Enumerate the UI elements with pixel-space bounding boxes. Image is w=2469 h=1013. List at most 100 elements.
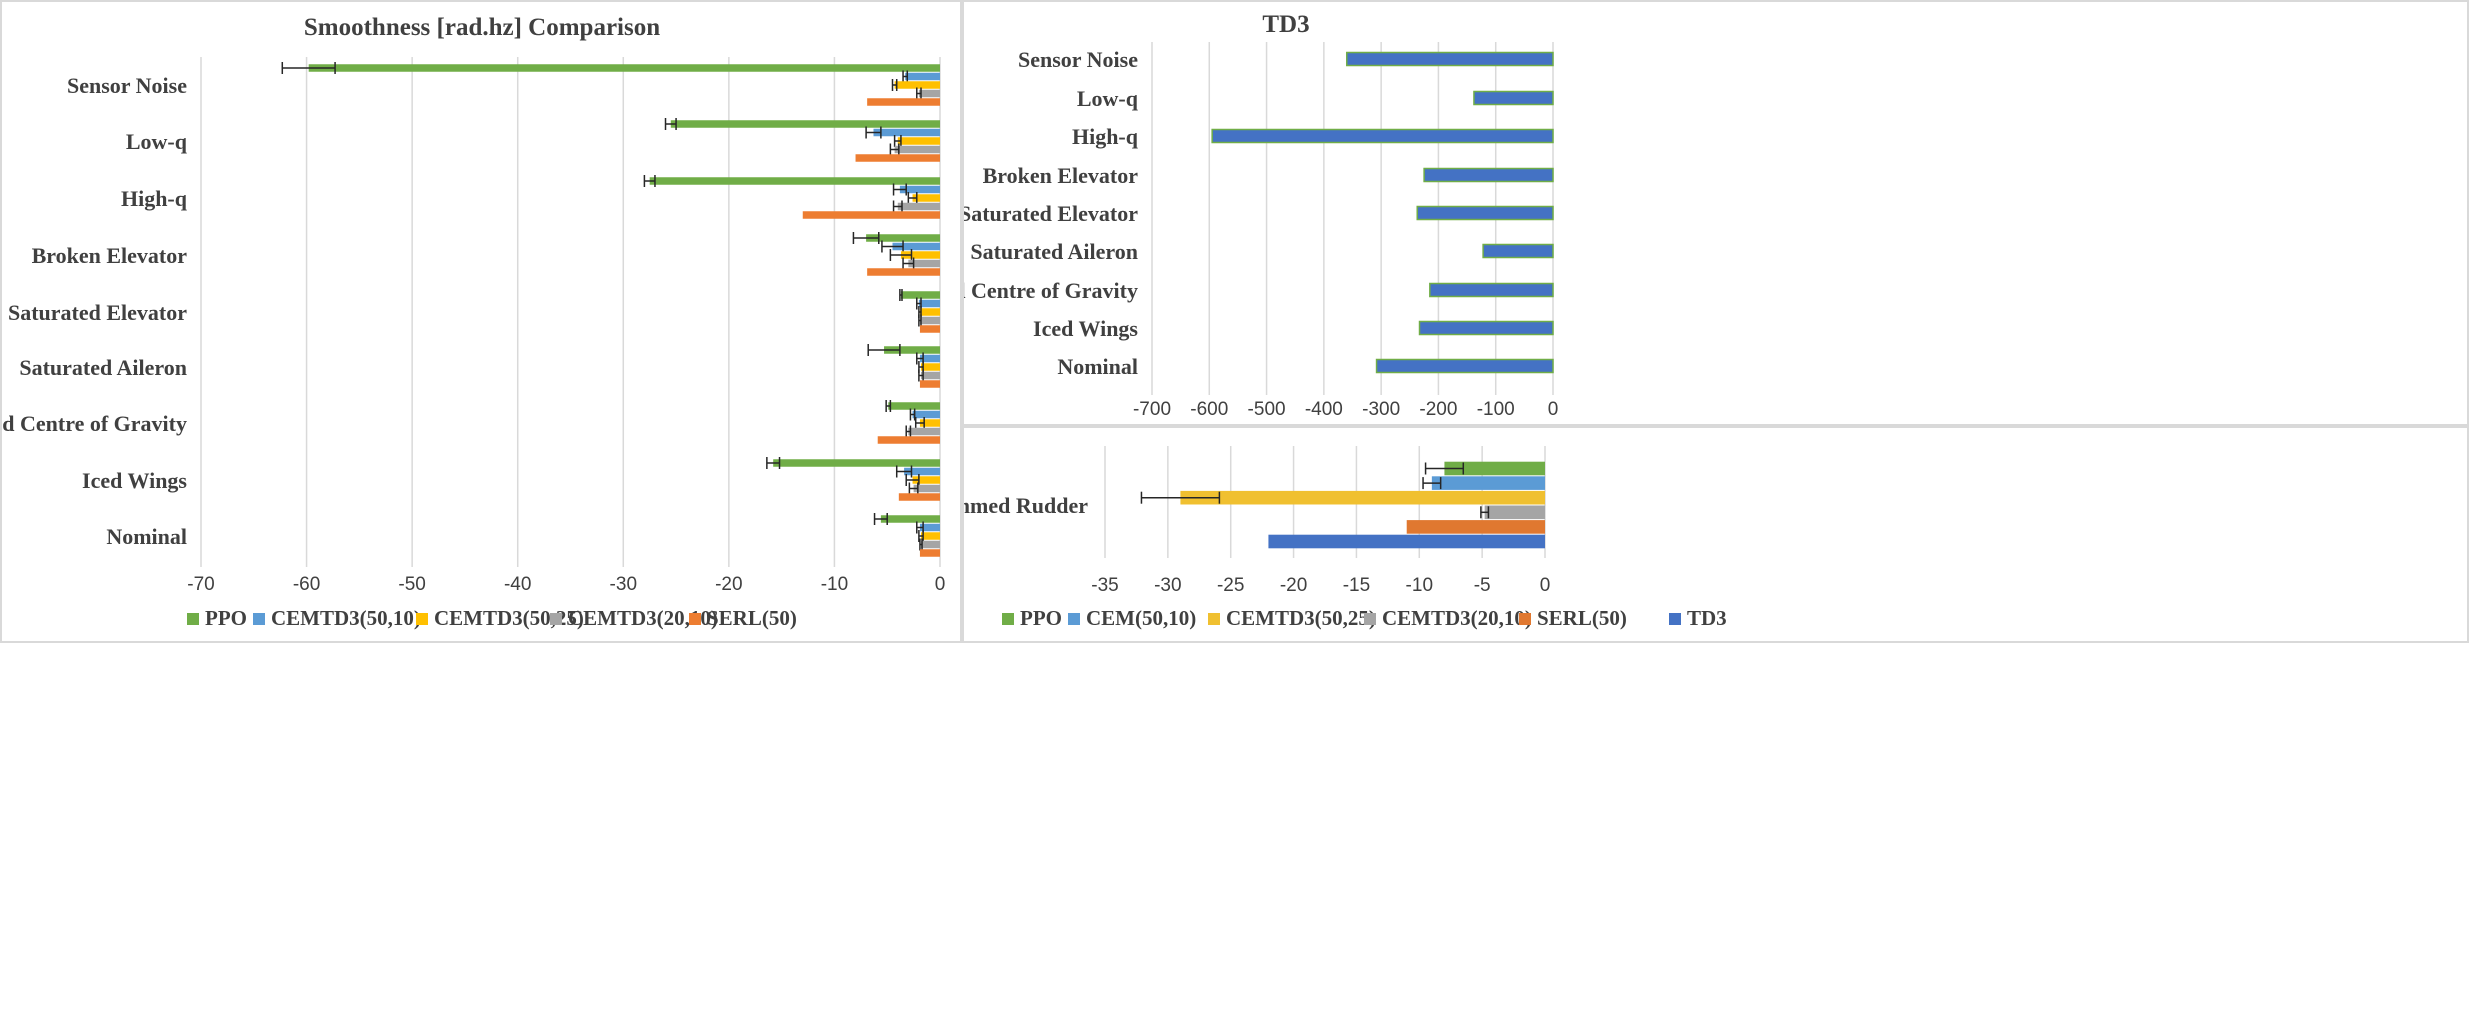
x-tick-label: -10 [821, 574, 848, 595]
bar-cemtd3-20-10-high-q [897, 202, 940, 211]
bar-cemtd3-20-10-jammed-rudder [1484, 505, 1545, 520]
bar-serl-50-iced-wings [898, 493, 940, 501]
bar-cemtd3-20-10-shifted-centre-of-gravity [908, 427, 940, 436]
bar-cemtd3-50-25-broken-elevator [900, 251, 940, 259]
x-tick-label: -100 [1477, 399, 1515, 420]
bar-td3-nominal [1375, 358, 1554, 374]
bar-serl-50-high-q [802, 211, 940, 219]
bar-cemtd3-20-10-broken-elevator [908, 259, 940, 268]
bar-td3-low-q [1473, 90, 1554, 106]
legend-label-cemtd3-50-10: CEMTD3(50,10) [271, 606, 421, 630]
category-label-shifted-centre-of-gravity: Shifted Centre of Gravity [964, 278, 1138, 303]
jammed-rudder-chart: -35 -30 -25 -20 -15 -10 -5 0 Jammed Rudder PPO CEM… [964, 446, 1727, 630]
category-label-low-q: Low-q [126, 129, 188, 154]
legend-swatch-cemtd3-50-25 [416, 613, 428, 625]
legend-swatch-ppo [187, 613, 199, 625]
legend-label-td3: TD3 [1687, 606, 1727, 630]
bar-cemtd3-50-10-saturated-aileron [919, 354, 940, 363]
x-tick-label: -15 [1343, 575, 1370, 596]
legend-swatch-cem-50-10 [1068, 613, 1080, 625]
bar-cemtd3-50-25-nominal [920, 532, 940, 540]
bar-cemtd3-50-25-jammed-rudder [1180, 490, 1545, 505]
bar-ppo-nominal [880, 515, 940, 523]
category-label-low-q: Low-q [1077, 86, 1139, 111]
bar-cemtd3-20-10-sensor-noise [918, 89, 940, 98]
legend-swatch-cemtd3-20-10 [1364, 613, 1376, 625]
bar-cemtd3-50-10-iced-wings [904, 467, 940, 476]
bar-serl-50-jammed-rudder [1406, 520, 1545, 534]
legend-swatch-serl-50 [689, 613, 701, 625]
bar-cemtd3-50-25-iced-wings [912, 476, 940, 484]
bar-cemtd3-20-10-saturated-aileron [920, 371, 940, 380]
x-tick-label: -35 [1091, 575, 1118, 596]
td3-chart: -700 -600 -500 -400 -300 -200 -100 0 TD3 Sensor N… [964, 11, 1559, 420]
legend-swatch-td3 [1669, 613, 1681, 625]
bar-cemtd3-50-25-saturated-aileron [920, 363, 940, 371]
category-label-iced-wings: Iced Wings [1033, 316, 1138, 341]
x-tick-label: -600 [1190, 399, 1228, 420]
bar-cemtd3-50-10-saturated-elevator [918, 299, 940, 308]
x-tick-label: 0 [935, 574, 946, 595]
bar-cemtd3-50-25-shifted-centre-of-gravity [919, 419, 940, 427]
category-label-nominal: Nominal [1057, 354, 1138, 379]
category-label-broken-elevator: Broken Elevator [983, 163, 1139, 188]
bar-serl-50-shifted-centre-of-gravity [877, 436, 940, 444]
category-label-saturated-elevator: Saturated Elevator [8, 300, 187, 325]
legend-swatch-cemtd3-50-25 [1208, 613, 1220, 625]
bar-cemtd3-50-10-shifted-centre-of-gravity [912, 410, 940, 419]
category-label-high-q: High-q [121, 186, 188, 211]
x-tick-label: -30 [1154, 575, 1181, 596]
x-tick-label: -70 [187, 574, 214, 595]
x-tick-label: 0 [1548, 399, 1559, 420]
bar-td3-sensor-noise [1346, 51, 1554, 67]
category-label-saturated-elevator: Saturated Elevator [964, 201, 1138, 226]
x-tick-label: -10 [1406, 575, 1433, 596]
category-label-saturated-aileron: Saturated Aileron [19, 355, 187, 380]
x-tick-label: -300 [1362, 399, 1400, 420]
bar-td3-jammed-rudder [1268, 534, 1545, 549]
bar-ppo-saturated-aileron [884, 346, 940, 354]
bar-ppo-shifted-centre-of-gravity [888, 402, 940, 410]
legend-label-cemtd3-50-25: CEMTD3(50,25) [1226, 606, 1376, 630]
category-label-sensor-noise: Sensor Noise [67, 73, 187, 98]
x-tick-label: -25 [1217, 575, 1244, 596]
bar-td3-iced-wings [1418, 320, 1554, 336]
bar-ppo-saturated-elevator [900, 291, 940, 299]
legend-label-cem-50-10: CEM(50,10) [1086, 606, 1196, 630]
bar-td3-high-q [1211, 128, 1554, 144]
bar-cemtd3-20-10-nominal [920, 540, 940, 549]
bar-cemtd3-50-25-saturated-elevator [919, 308, 940, 316]
bar-ppo-jammed-rudder [1444, 461, 1545, 476]
bar-cemtd3-50-25-low-q [897, 137, 940, 145]
bar-serl-50-sensor-noise [867, 98, 940, 106]
bar-cemtd3-50-10-sensor-noise [905, 72, 940, 81]
bar-cemtd3-20-10-iced-wings [913, 484, 940, 493]
legend-label-cemtd3-20-10: CEMTD3(20,10) [1382, 606, 1532, 630]
legend-label-ppo: PPO [205, 606, 247, 630]
smoothness-comparison-panel: -70 -60 -50 -40 -30 -20 -10 0 Smoothness [rad.hz… [0, 0, 962, 643]
x-tick-label: -200 [1419, 399, 1457, 420]
legend-swatch-cemtd3-20-10 [550, 613, 562, 625]
x-tick-label: 0 [1540, 575, 1551, 596]
bar-cemtd3-20-10-saturated-elevator [919, 316, 940, 325]
bar-cemtd3-50-10-nominal [919, 523, 940, 532]
legend-swatch-serl-50 [1519, 613, 1531, 625]
bar-cemtd3-50-10-low-q [873, 128, 940, 137]
td3-panel: -700 -600 -500 -400 -300 -200 -100 0 TD3 Sensor N… [962, 0, 2469, 426]
bar-td3-saturated-elevator [1416, 205, 1554, 221]
chart-title: Smoothness [rad.hz] Comparison [304, 14, 660, 41]
bar-td3-shifted-centre-of-gravity [1429, 282, 1554, 298]
bar-serl-50-nominal [919, 549, 940, 557]
bar-cemtd3-50-10-high-q [899, 185, 940, 194]
category-label-saturated-aileron: Saturated Aileron [970, 239, 1138, 264]
category-label-iced-wings: Iced Wings [82, 468, 187, 493]
x-tick-label: -400 [1305, 399, 1343, 420]
category-label-shifted-centre-of-gravity: Shifted Centre of Gravity [2, 411, 187, 436]
bar-td3-broken-elevator [1423, 167, 1554, 183]
category-label-high-q: High-q [1072, 124, 1139, 149]
legend-swatch-ppo [1002, 613, 1014, 625]
bar-cemtd3-50-25-sensor-noise [894, 81, 940, 89]
legend-swatch-cemtd3-50-10 [253, 613, 265, 625]
bar-ppo-broken-elevator [866, 234, 940, 242]
bar-cem-50-10-jammed-rudder [1431, 476, 1545, 490]
